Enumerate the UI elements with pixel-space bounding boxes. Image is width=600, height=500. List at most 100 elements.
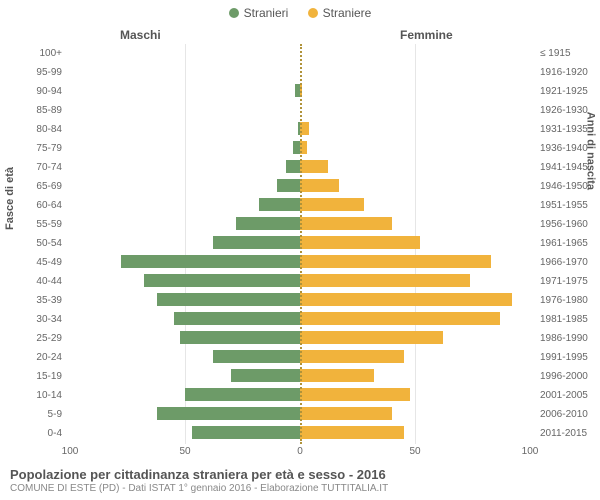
plot-area [70, 44, 530, 444]
pyramid-row-female [300, 310, 530, 329]
pyramid-row-female [300, 234, 530, 253]
pyramid-row-female [300, 196, 530, 215]
pyramid-row-female [300, 405, 530, 424]
legend-item-male: Stranieri [229, 6, 289, 20]
birth-label: 2011-2015 [534, 424, 596, 443]
bar-female [300, 331, 443, 344]
age-label: 30-34 [8, 310, 68, 329]
birth-label: 1946-1950 [534, 177, 596, 196]
age-label: 80-84 [8, 120, 68, 139]
birth-label: 1931-1935 [534, 120, 596, 139]
pyramid-row-male [70, 348, 300, 367]
birth-label: 1986-1990 [534, 329, 596, 348]
bar-male [185, 388, 300, 401]
pyramid-row-female [300, 329, 530, 348]
age-label: 100+ [8, 44, 68, 63]
pyramid-row-female [300, 291, 530, 310]
pyramid-row-female [300, 348, 530, 367]
bar-female [300, 217, 392, 230]
age-label: 25-29 [8, 329, 68, 348]
x-tick-label: 100 [62, 446, 79, 457]
column-title-right: Femmine [400, 28, 453, 42]
age-label: 90-94 [8, 82, 68, 101]
x-axis-ticks: 10050050100 [70, 446, 530, 460]
pyramid-row-female [300, 367, 530, 386]
population-pyramid-chart: Stranieri Straniere Maschi Femmine Fasce… [0, 0, 600, 500]
pyramid-row-female [300, 101, 530, 120]
pyramid-row-male [70, 196, 300, 215]
pyramid-row-female [300, 272, 530, 291]
birth-label: 1956-1960 [534, 215, 596, 234]
birth-label: 1996-2000 [534, 367, 596, 386]
pyramid-row-male [70, 82, 300, 101]
age-label: 95-99 [8, 63, 68, 82]
bar-female [300, 350, 404, 363]
bar-female [300, 198, 364, 211]
pyramid-row-male [70, 63, 300, 82]
age-label: 55-59 [8, 215, 68, 234]
pyramid-row-male [70, 386, 300, 405]
birth-label: 1951-1955 [534, 196, 596, 215]
bar-female [300, 236, 420, 249]
pyramid-row-female [300, 44, 530, 63]
pyramid-row-male [70, 177, 300, 196]
bar-male [293, 141, 300, 154]
legend-label-female: Straniere [323, 6, 372, 20]
pyramid-row-female [300, 82, 530, 101]
pyramid-row-male [70, 310, 300, 329]
birth-label: 1936-1940 [534, 139, 596, 158]
bar-male [231, 369, 300, 382]
bar-female [300, 426, 404, 439]
pyramid-row-female [300, 215, 530, 234]
pyramid-row-male [70, 139, 300, 158]
age-label: 60-64 [8, 196, 68, 215]
pyramid-row-female [300, 253, 530, 272]
age-label: 70-74 [8, 158, 68, 177]
birth-label: 1926-1930 [534, 101, 596, 120]
birth-label: 1981-1985 [534, 310, 596, 329]
age-label: 65-69 [8, 177, 68, 196]
x-tick-label: 100 [522, 446, 539, 457]
pyramid-row-male [70, 120, 300, 139]
birth-label: 2006-2010 [534, 405, 596, 424]
bar-female [300, 160, 328, 173]
birth-label: 1966-1970 [534, 253, 596, 272]
bar-female [300, 293, 512, 306]
bar-male [236, 217, 300, 230]
age-label: 5-9 [8, 405, 68, 424]
pyramid-row-male [70, 253, 300, 272]
birth-label: ≤ 1915 [534, 44, 596, 63]
bar-male [157, 293, 300, 306]
pyramid-row-female [300, 386, 530, 405]
birth-label: 1941-1945 [534, 158, 596, 177]
age-label: 15-19 [8, 367, 68, 386]
birth-label: 1961-1965 [534, 234, 596, 253]
birth-label: 1921-1925 [534, 82, 596, 101]
bar-male [144, 274, 300, 287]
pyramid-row-male [70, 424, 300, 443]
age-label: 10-14 [8, 386, 68, 405]
bar-female [300, 312, 500, 325]
age-label: 20-24 [8, 348, 68, 367]
chart-footer: Popolazione per cittadinanza straniera p… [10, 467, 590, 494]
x-tick-label: 50 [179, 446, 190, 457]
pyramid-row-male [70, 272, 300, 291]
bar-male [121, 255, 300, 268]
pyramid-row-male [70, 405, 300, 424]
legend-swatch-male [229, 8, 239, 18]
pyramid-row-female [300, 158, 530, 177]
age-label: 35-39 [8, 291, 68, 310]
pyramid-row-male [70, 44, 300, 63]
pyramid-row-male [70, 101, 300, 120]
pyramid-row-female [300, 120, 530, 139]
pyramid-row-female [300, 177, 530, 196]
pyramid-row-male [70, 291, 300, 310]
age-label: 0-4 [8, 424, 68, 443]
bar-male [286, 160, 300, 173]
pyramid-row-male [70, 329, 300, 348]
age-label: 45-49 [8, 253, 68, 272]
bar-female [300, 179, 339, 192]
bar-male [259, 198, 300, 211]
pyramid-row-female [300, 63, 530, 82]
bar-male [277, 179, 300, 192]
